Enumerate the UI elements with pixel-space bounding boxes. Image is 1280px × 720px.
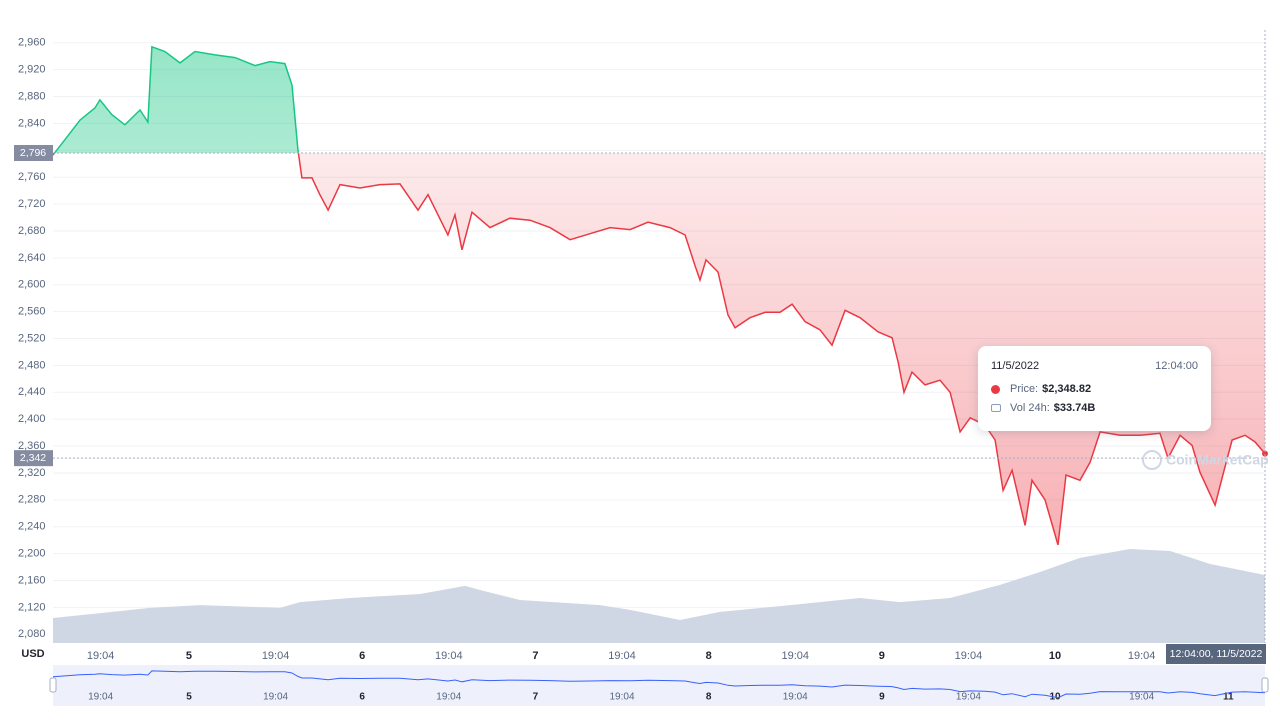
navigator-tick-label: 8 [706, 692, 712, 703]
x-tick-label: 19:04 [87, 650, 115, 662]
crosshair-label: 12:04:00, 11/5/2022 [1170, 648, 1263, 660]
reference-label: 2,342 [20, 452, 46, 464]
y-tick-label: 2,960 [18, 37, 46, 49]
navigator-tick-label: 19:04 [263, 692, 288, 703]
price-line-down [53, 153, 1266, 546]
crosshair-label-box [1166, 644, 1266, 664]
price-area-up [53, 46, 1265, 154]
x-tick-label: 19:04 [955, 650, 983, 662]
volume-area [53, 549, 1265, 643]
navigator-tick-label: 19:04 [956, 692, 981, 703]
x-tick-label: 7 [532, 650, 538, 662]
y-tick-label: 2,440 [18, 386, 46, 398]
navigator-tick-label: 11 [1223, 692, 1234, 703]
y-tick-label: 2,240 [18, 521, 46, 533]
x-tick-label: 8 [706, 650, 712, 662]
tooltip-value: $2,348.82 [1042, 383, 1092, 395]
x-tick-label: 19:04 [435, 650, 463, 662]
reference-label-box [14, 145, 53, 162]
y-tick-label: 2,680 [18, 225, 46, 237]
y-tick-label: 2,720 [18, 198, 46, 210]
y-tick-label: 2,360 [18, 440, 46, 452]
y-tick-label: 2,480 [18, 359, 46, 371]
y-tick-label: 2,760 [18, 171, 46, 183]
price-area-down [53, 153, 1265, 545]
y-tick-label: 2,600 [18, 279, 46, 291]
navigator-tick-label: 19:04 [88, 692, 113, 703]
y-tick-label: 2,840 [18, 117, 46, 129]
navigator-tick-label: 19:04 [1129, 692, 1154, 703]
reference-label: 2,796 [20, 147, 46, 159]
watermark-logo [1142, 450, 1162, 470]
navigator-tick-label: 19:04 [436, 692, 461, 703]
navigator-tick-label: 6 [359, 692, 365, 703]
volume-icon [991, 404, 1001, 412]
x-tick-label: 5 [186, 650, 192, 662]
x-tick-label: 19:04 [262, 650, 290, 662]
tooltip-date: 11/5/2022 [991, 360, 1040, 372]
navigator-tick-label: 7 [533, 692, 539, 703]
x-tick-label: 19:04 [1128, 650, 1156, 662]
navigator-tick-label: 5 [186, 692, 192, 703]
x-tick-label: 19:04 [781, 650, 809, 662]
y-tick-label: 2,120 [18, 601, 46, 613]
y-tick-label: 2,640 [18, 252, 46, 264]
x-tick-label: 10 [1049, 650, 1061, 662]
navigator-tick-label: 19:04 [610, 692, 635, 703]
navigator-tick-label: 9 [879, 692, 885, 703]
watermark: CoinMarketCap [1166, 452, 1269, 468]
y-tick-label: 2,200 [18, 548, 46, 560]
navigator-handle [1261, 677, 1269, 693]
y-tick-label: 2,080 [18, 628, 46, 640]
tooltip-row: Vol 24h: $33.74B [991, 402, 1095, 414]
tooltip-row: Price: $2,348.82 [991, 383, 1091, 395]
navigator-handle [49, 677, 57, 693]
last-price-dot [1262, 450, 1268, 457]
x-tick-label: 9 [879, 650, 885, 662]
price-dot [991, 384, 1000, 394]
y-tick-label: 2,320 [18, 467, 46, 479]
tooltip-time: 12:04:00 [1155, 360, 1198, 372]
y-tick-label: 2,520 [18, 332, 46, 344]
x-tick-label: 19:04 [608, 650, 636, 662]
navigator-line [52, 670, 1266, 699]
y-tick-label: 2,280 [18, 494, 46, 506]
x-tick-label: 6 [359, 650, 365, 662]
reference-label-box [14, 450, 53, 467]
navigator-tick-label: 19:04 [783, 692, 808, 703]
tooltip-label: Price: [1010, 383, 1039, 395]
y-tick-label: 2,920 [18, 64, 46, 76]
tooltip-value: $33.74B [1053, 402, 1096, 414]
y-tick-label: 2,160 [18, 574, 46, 586]
y-tick-label: 2,400 [18, 413, 46, 425]
y-tick-label: 2,880 [18, 90, 46, 102]
currency-label: USD [21, 648, 44, 660]
y-tick-label: 2,560 [18, 306, 46, 318]
tooltip-label: Vol 24h: [1010, 402, 1050, 414]
price-line-up [53, 45, 300, 154]
tooltip: 11/5/2022 12:04:00 Price: $2,348.82 Vol … [978, 346, 1211, 431]
